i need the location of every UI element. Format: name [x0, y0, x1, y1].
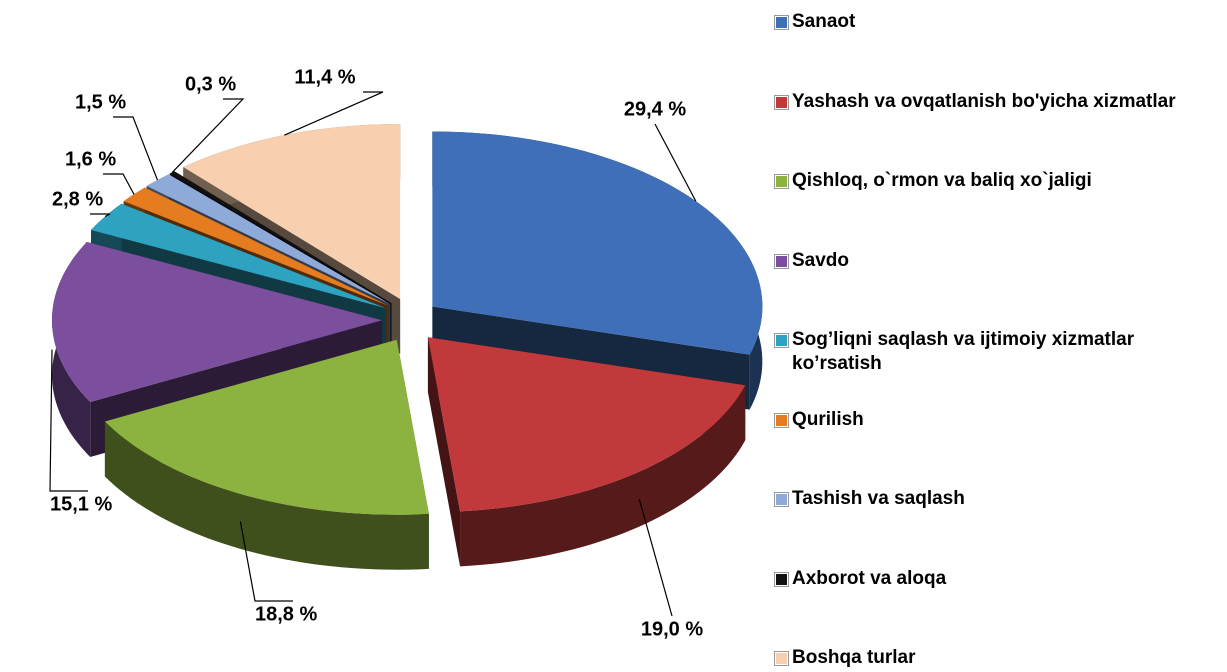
leader-line — [90, 213, 111, 218]
slice — [104, 339, 429, 515]
legend-item: Sanaot — [775, 10, 1212, 34]
legend-swatch — [775, 413, 788, 427]
data-label: 0,3 % — [185, 73, 236, 95]
legend-label: Boshqa turlar — [792, 647, 916, 668]
legend-label: Tashish va saqlash — [792, 488, 965, 509]
legend-label: Sog’liqni saqlash va ijtimoiy xizmatlar … — [792, 329, 1135, 374]
legend-label: Qishloq, o`rmon va baliq xo`jaligi — [792, 170, 1092, 191]
legend-label: Sanaot — [792, 11, 856, 32]
legend-item: Savdo — [775, 249, 1212, 273]
slice — [146, 174, 391, 305]
legend-swatch — [775, 95, 788, 109]
leader-line — [284, 91, 384, 136]
data-label: 11,4 % — [294, 66, 355, 88]
slice-side — [427, 337, 461, 567]
leader-line — [103, 173, 135, 195]
legend: Sanaot Yashash va ovqatlanish bo'yicha xi… — [775, 0, 1225, 672]
leader-line — [654, 123, 697, 202]
slice-wall — [460, 385, 746, 567]
legend-item: Qishloq, o`rmon va baliq xo`jaligi — [775, 169, 1212, 193]
leader-line — [49, 349, 88, 492]
data-label: 1,5 % — [75, 91, 126, 113]
slice — [432, 131, 763, 355]
data-label: 15,1 % — [50, 493, 112, 515]
slice — [123, 187, 389, 306]
legend-label: Qurilish — [792, 408, 864, 430]
slice — [169, 171, 392, 304]
legend-swatch — [775, 334, 788, 347]
slice — [183, 124, 401, 300]
slice — [91, 203, 387, 309]
leader-line — [638, 498, 673, 617]
slice-wall — [104, 421, 429, 570]
legend-item: Sog’liqni saqlash va ijtimoiy xizmatlar … — [775, 328, 1212, 376]
legend-swatch — [775, 572, 788, 586]
data-label: 2,8 % — [52, 188, 103, 210]
slice — [52, 241, 383, 402]
legend-swatch — [775, 652, 788, 665]
legend-item: Tashish va saqlash — [775, 487, 1212, 511]
legend-item: Boshqa turlar — [775, 646, 1212, 670]
legend-label: Savdo — [792, 249, 850, 271]
leader-line — [113, 116, 159, 181]
legend-swatch — [775, 175, 788, 188]
legend-swatch — [775, 254, 788, 268]
data-label: 1,6 % — [65, 148, 116, 170]
legend-item: Yashash va ovqatlanish bo'yicha xizmatla… — [775, 90, 1212, 114]
data-label: 29,4 % — [624, 98, 686, 120]
legend-swatch — [775, 493, 788, 506]
leader-line — [239, 521, 293, 602]
legend-item: Axborot va aloqa — [775, 567, 1212, 591]
leader-line — [171, 98, 245, 173]
slice — [427, 337, 746, 512]
legend-swatch — [775, 16, 788, 29]
data-label: 18,8 % — [255, 603, 317, 625]
data-label: 19,0 % — [641, 618, 703, 640]
legend-label: Yashash va ovqatlanish bo'yicha xizmatla… — [792, 90, 1176, 112]
chart: 29,4 % 19,0 % 18,8 % 15,1 % 2,8 % 1,6 % 1,5 % 0… — [49, 66, 763, 640]
legend-item: Qurilish — [775, 408, 1212, 432]
legend-label: Axborot va aloqa — [792, 567, 947, 589]
